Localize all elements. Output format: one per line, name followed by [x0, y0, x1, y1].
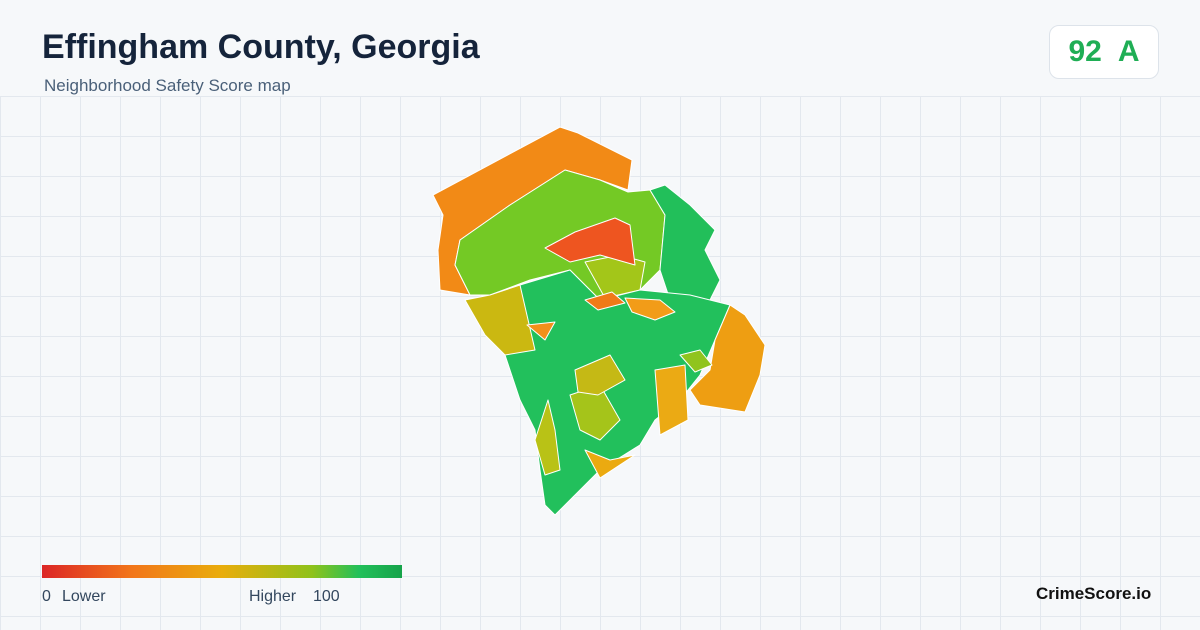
- score: 92: [1068, 35, 1102, 68]
- region: [649, 184, 721, 301]
- region: [504, 269, 731, 516]
- region: [526, 321, 556, 341]
- legend-min-label: Lower: [62, 588, 106, 605]
- region: [584, 291, 626, 311]
- region: [534, 399, 561, 476]
- legend-gradient: [42, 565, 402, 578]
- region: [544, 217, 636, 266]
- legend-min: 0: [42, 588, 51, 605]
- region: [689, 304, 766, 413]
- title: Effingham County, Georgia: [42, 28, 480, 66]
- legend-max: 100: [313, 588, 340, 605]
- legend-max-label: Higher: [249, 588, 297, 605]
- subtitle: Neighborhood Safety Score map: [44, 76, 291, 95]
- region: [624, 297, 676, 321]
- region: [584, 449, 636, 479]
- region: [574, 354, 626, 396]
- brand: CrimeScore.io: [1036, 584, 1152, 603]
- region: [679, 349, 713, 373]
- grade: A: [1117, 35, 1140, 68]
- region: [654, 364, 689, 436]
- score-badge: 92 A: [1049, 25, 1159, 79]
